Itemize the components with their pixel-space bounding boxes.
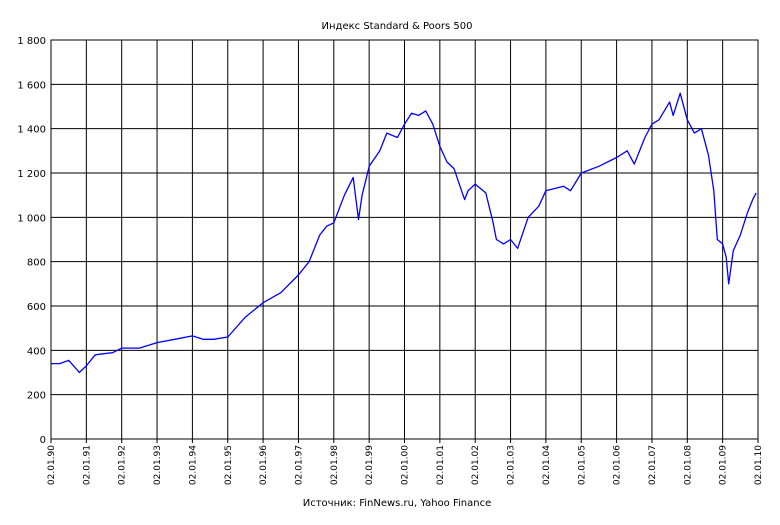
- x-tick-label: 02.01.06: [613, 445, 623, 485]
- y-tick-label: 1 000: [17, 213, 46, 224]
- x-tick-label: 02.01.07: [648, 445, 658, 485]
- chart-title: Индекс Standard & Poors 500: [322, 21, 473, 32]
- x-tick-label: 02.01.91: [82, 445, 92, 485]
- x-tick-label: 02.01.00: [401, 445, 411, 485]
- y-tick-label: 600: [27, 302, 46, 313]
- y-tick-label: 800: [27, 258, 46, 269]
- y-tick-label: 1 800: [17, 36, 46, 47]
- x-tick-label: 02.01.04: [542, 445, 552, 485]
- x-axis-tick-labels: 02.01.90 02.01.91 02.01.92 02.01.93 02.01.94…: [47, 445, 764, 485]
- x-tick-label: 02.01.94: [188, 445, 198, 485]
- x-tick-label: 02.01.01: [436, 445, 446, 485]
- grid: [50, 39, 759, 443]
- y-tick-label: 200: [27, 391, 46, 402]
- y-tick-label: 0: [40, 435, 46, 446]
- x-tick-label: 02.01.90: [47, 445, 57, 485]
- x-tick-label: 02.01.02: [471, 445, 481, 485]
- x-tick-label: 02.01.10: [754, 445, 764, 485]
- y-tick-label: 400: [27, 346, 46, 357]
- plot-area: [50, 39, 759, 440]
- x-tick-label: 02.01.92: [118, 445, 128, 485]
- x-tick-label: 02.01.99: [365, 445, 375, 485]
- y-axis-tick-labels: 0 200 400 600 800 1 000 1 200 1 400 1 600 1 800: [17, 36, 46, 446]
- y-tick-label: 1 600: [17, 80, 46, 91]
- x-tick-label: 02.01.03: [507, 445, 517, 485]
- x-tick-label: 02.01.08: [683, 445, 693, 485]
- source-note: Источник: FinNews.ru, Yahoo Finance: [303, 498, 491, 509]
- x-tick-label: 02.01.05: [577, 445, 587, 485]
- series-line: [51, 92, 757, 374]
- x-tick-label: 02.01.95: [224, 445, 234, 485]
- x-tick-label: 02.01.96: [259, 445, 269, 485]
- x-tick-label: 02.01.97: [294, 445, 304, 485]
- y-tick-label: 1 200: [17, 169, 46, 180]
- x-tick-label: 02.01.09: [719, 445, 729, 485]
- y-tick-label: 1 400: [17, 125, 46, 136]
- x-tick-label: 02.01.98: [330, 445, 340, 485]
- x-tick-label: 02.01.93: [153, 445, 163, 485]
